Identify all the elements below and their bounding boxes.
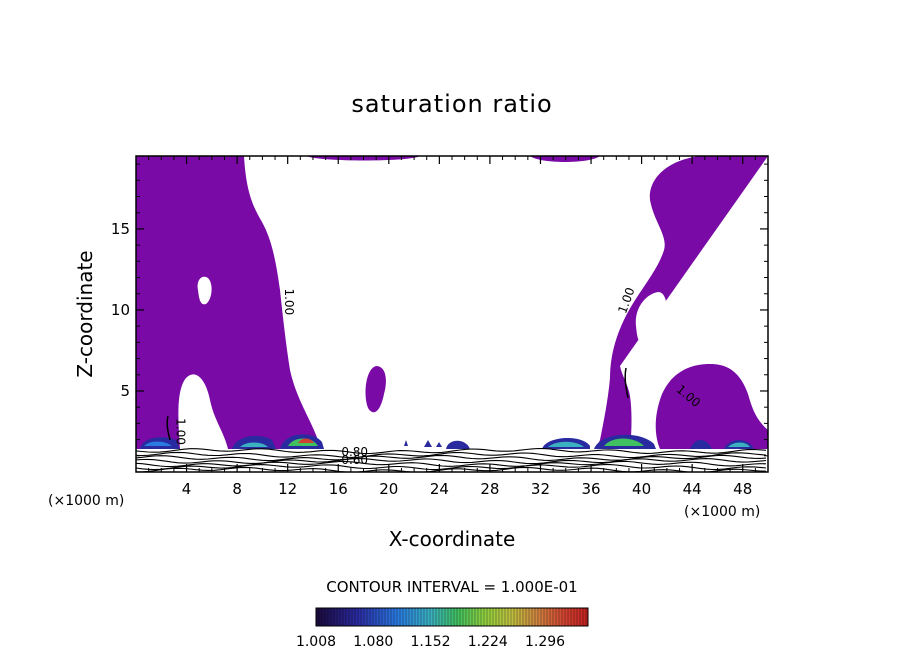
contour-region-dot-b — [424, 440, 432, 447]
x-axis-label: X-coordinate — [389, 527, 516, 551]
x-axis-unit-right: (×1000 m) — [684, 504, 760, 520]
colorbar: 1.008 1.080 1.152 1.224 1.296 — [296, 607, 589, 650]
chart-title: saturation ratio — [351, 90, 552, 118]
contour-region-surface-l — [690, 439, 712, 449]
colorbar-tick-label: 1.080 — [353, 634, 393, 650]
y-tick-label: 5 — [120, 382, 130, 400]
contour-fill-layer — [136, 156, 768, 472]
colorbar-tick-label: 1.224 — [468, 634, 508, 650]
plot-area: 1.00 1.001.001.000.800.60 4 8 12 16 20 24 28 32 3… — [111, 155, 769, 498]
x-tick-label: 8 — [232, 480, 242, 498]
contour-hole-right — [635, 292, 668, 347]
contour-region-center — [365, 366, 386, 413]
contour-region-surface-i — [548, 441, 584, 447]
colorbar-tick-label: 1.296 — [525, 634, 565, 650]
colorbar-tick-label: 1.152 — [410, 634, 450, 650]
contour-hole-left — [197, 276, 212, 305]
x-tick-label: 16 — [329, 480, 348, 498]
x-tick-label: 40 — [632, 480, 651, 498]
contour-interval-text: CONTOUR INTERVAL = 1.000E-01 — [326, 578, 577, 596]
contour-label: 1.00 — [282, 288, 296, 315]
contour-region-right — [596, 156, 768, 449]
contour-region-surface-f — [298, 438, 314, 443]
contour-region-left — [136, 156, 324, 449]
x-tick-label: 36 — [581, 480, 600, 498]
colorbar-tick-labels: 1.008 1.080 1.152 1.224 1.296 — [296, 634, 565, 650]
contour-label: 0.80 — [341, 445, 368, 459]
surface-contour-line — [136, 447, 767, 455]
contour-region-surface-c — [240, 442, 268, 447]
y-axis-label: Z-coordinate — [73, 250, 97, 377]
contour-region-surface-k — [604, 438, 644, 446]
x-tick-label: 28 — [480, 480, 499, 498]
contour-label: 1.00 — [173, 418, 187, 445]
x-tick-label: 4 — [182, 480, 192, 498]
contour-region-top-left — [306, 156, 420, 161]
contour-line-right-1 — [624, 367, 629, 399]
contour-region-top-right — [530, 156, 600, 162]
x-tick-label: 24 — [430, 480, 449, 498]
x-tick-label: 48 — [733, 480, 752, 498]
contour-region-surface-g — [446, 440, 470, 449]
x-axis-ticks: 4 8 12 16 20 24 28 32 36 40 44 48 — [148, 156, 756, 498]
contour-region-dot-a — [404, 440, 408, 446]
contour-lines-surface — [136, 447, 767, 472]
surface-contour-line — [136, 454, 767, 462]
colorbar-frame — [315, 607, 589, 627]
surface-contour-line — [136, 464, 767, 471]
colorbar-tick-label: 1.008 — [296, 634, 336, 650]
contour-region-surface-a — [144, 441, 172, 446]
contour-label: 0.60 — [341, 453, 368, 467]
contour-region-dot-c — [436, 442, 442, 447]
surface-contour-line — [136, 466, 767, 472]
surface-contour-line — [136, 451, 767, 459]
surface-contour-line — [136, 460, 767, 468]
y-tick-label: 10 — [111, 301, 130, 319]
contour-line-left-1 — [166, 415, 171, 441]
x-tick-label: 20 — [379, 480, 398, 498]
contour-region-surface-n — [728, 442, 750, 447]
x-axis-unit-left: (×1000 m) — [48, 493, 124, 509]
x-tick-label: 32 — [531, 480, 550, 498]
surface-contour-line — [136, 457, 767, 465]
y-axis-ticks: 5 10 15 — [111, 163, 768, 457]
x-tick-label: 12 — [278, 480, 297, 498]
x-tick-label: 44 — [683, 480, 702, 498]
y-tick-label: 15 — [111, 220, 130, 238]
colorbar-stripes — [318, 608, 587, 626]
